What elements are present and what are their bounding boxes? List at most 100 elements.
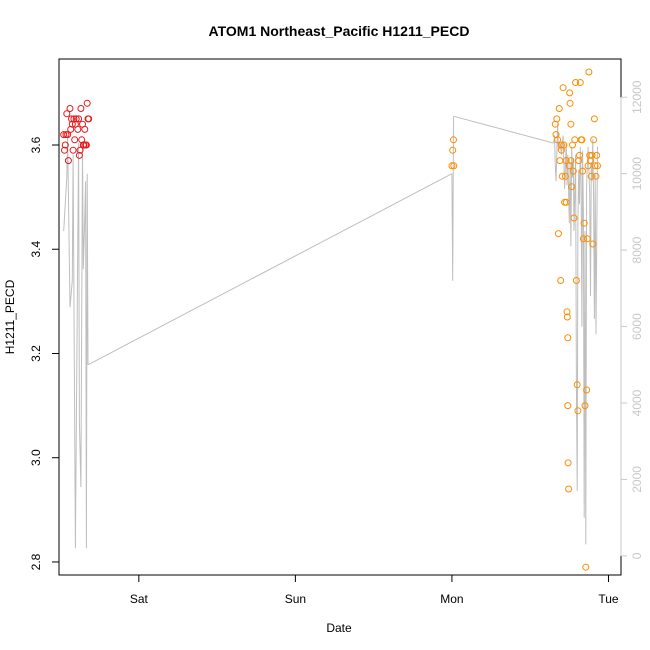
data-point	[64, 157, 72, 165]
data-point	[574, 407, 582, 415]
x-axis: Sat Sun Mon Tue	[130, 575, 619, 606]
y2-axis: 0 2000 4000 6000 8000 10000 12000	[620, 80, 644, 559]
y2-tick-label: 0	[630, 552, 644, 559]
data-point	[85, 115, 93, 123]
data-point	[573, 381, 581, 389]
data-point	[582, 563, 590, 571]
data-point	[77, 105, 85, 112]
data-point	[450, 162, 458, 170]
data-point	[72, 115, 80, 123]
data-point	[69, 146, 77, 154]
data-point	[576, 79, 584, 86]
data-point	[449, 146, 457, 154]
data-point	[594, 162, 601, 170]
data-point	[564, 459, 572, 467]
data-point	[61, 146, 68, 154]
data-point	[566, 99, 574, 107]
data-point	[571, 136, 579, 144]
data-point	[576, 151, 583, 159]
data-point	[564, 402, 572, 410]
data-point	[565, 485, 573, 493]
data-point	[566, 89, 574, 97]
data-point	[590, 115, 598, 123]
data-point	[63, 110, 71, 118]
y-tick-label: 2.8	[29, 553, 43, 570]
y2-tick-label: 6000	[630, 313, 644, 340]
data-point	[588, 151, 596, 159]
data-point	[568, 183, 576, 191]
data-point	[561, 172, 569, 180]
data-point	[450, 136, 457, 144]
chart-title: ATOM1 Northeast_Pacific H1211_PECD	[209, 23, 470, 39]
data-point	[583, 386, 591, 394]
data-point	[555, 105, 563, 112]
data-point	[567, 120, 575, 128]
altitude-line-bridge-2	[453, 115, 554, 144]
x-tick-label: Mon	[440, 592, 463, 606]
data-point	[580, 219, 588, 227]
y2-tick-label: 4000	[630, 389, 644, 416]
data-point	[560, 141, 568, 149]
data-point	[564, 334, 572, 342]
data-point	[579, 167, 587, 175]
y2-tick-label: 8000	[630, 236, 644, 263]
data-point	[82, 141, 90, 149]
data-point	[589, 240, 597, 248]
data-point	[586, 151, 594, 159]
data-point	[585, 68, 593, 76]
x-tick-label: Tue	[598, 592, 619, 606]
data-point	[83, 99, 91, 107]
data-point	[553, 115, 561, 123]
data-points	[60, 68, 601, 571]
data-point	[64, 131, 72, 139]
data-point	[559, 84, 567, 92]
data-point	[557, 277, 565, 284]
data-point	[569, 167, 577, 175]
y-tick-label: 3.0	[29, 449, 43, 466]
y-tick-label: 3.6	[29, 136, 43, 153]
data-point	[591, 162, 599, 170]
data-point	[558, 172, 566, 180]
data-point	[74, 125, 82, 133]
y-tick-label: 3.4	[29, 241, 43, 258]
data-point	[572, 277, 580, 284]
data-point	[587, 172, 595, 180]
altitude-line-segment-2	[451, 116, 454, 281]
y-axis: 2.8 3.0 3.2 3.4 3.6	[29, 136, 59, 570]
x-axis-label: Date	[326, 621, 352, 635]
data-point	[563, 313, 571, 321]
data-point	[68, 115, 75, 123]
data-point	[567, 157, 575, 165]
x-tick-label: Sun	[285, 592, 306, 606]
data-point	[554, 230, 562, 238]
altitude-line-bridge	[87, 173, 453, 366]
y-tick-label: 3.2	[29, 345, 43, 362]
altitude-line-segment-1	[63, 135, 89, 549]
data-point	[562, 157, 570, 165]
data-point	[583, 235, 591, 243]
data-point	[556, 157, 564, 165]
data-point	[581, 402, 589, 410]
plot-frame	[58, 58, 622, 576]
data-point	[61, 141, 69, 149]
data-point	[562, 198, 570, 206]
data-point	[572, 79, 580, 86]
y-axis-label: H1211_PECD	[3, 279, 17, 354]
data-point	[81, 125, 89, 133]
y2-tick-label: 12000	[630, 80, 644, 114]
data-point	[579, 235, 587, 243]
data-point	[448, 162, 456, 170]
data-point	[578, 136, 586, 144]
y2-tick-label: 10000	[630, 157, 644, 191]
data-point	[570, 214, 578, 222]
data-point	[66, 105, 74, 112]
altitude-line-segment-3	[553, 123, 598, 545]
y2-tick-label: 2000	[630, 466, 644, 493]
data-point	[563, 308, 571, 316]
data-point	[590, 136, 598, 144]
data-point	[71, 136, 79, 144]
data-point	[60, 131, 68, 139]
data-point	[76, 146, 84, 154]
data-point	[558, 141, 565, 149]
